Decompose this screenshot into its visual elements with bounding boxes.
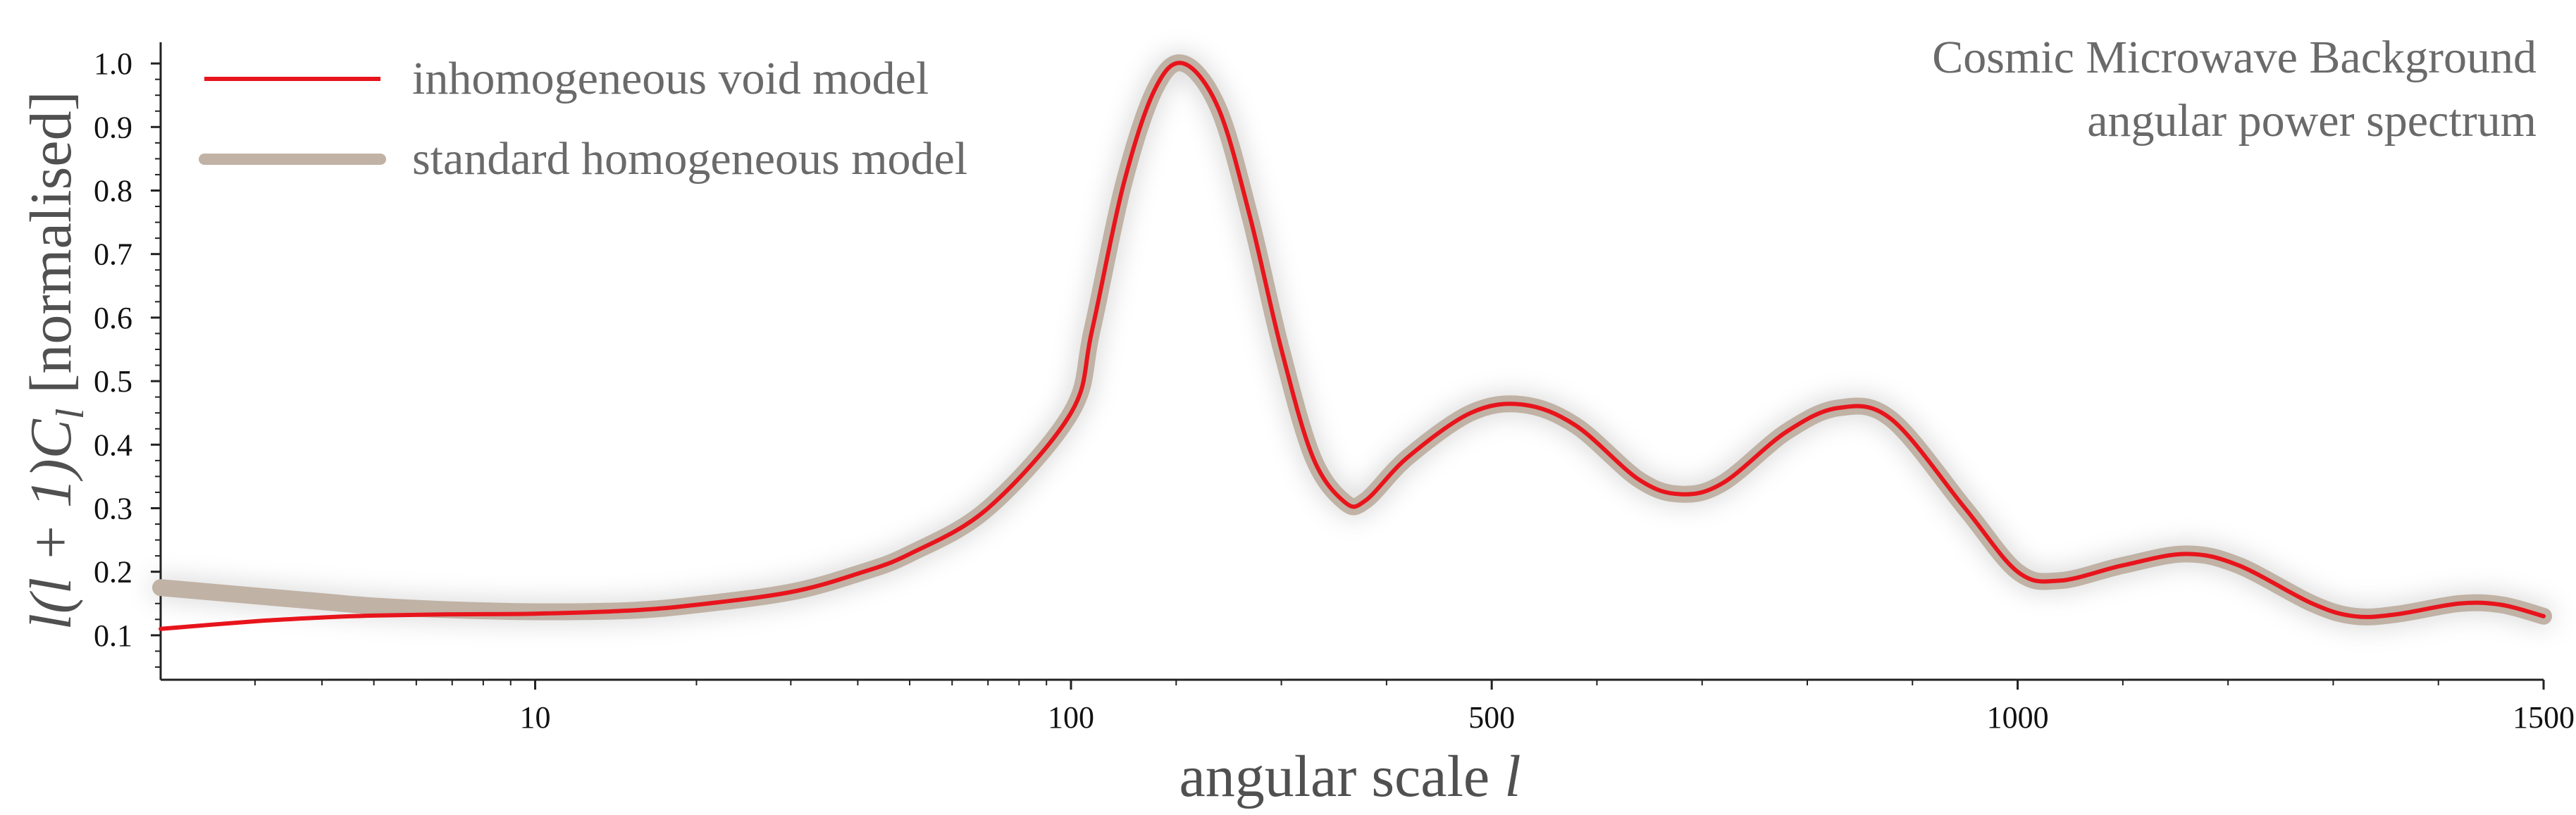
- legend-label-inhomogeneous-void-model: inhomogeneous void model: [412, 53, 929, 104]
- major-ticks: [151, 62, 2545, 690]
- legend-label-standard-homogeneous-model: standard homogeneous model: [412, 133, 967, 185]
- axes: 0.10.20.30.40.50.60.70.80.91.0 10 100 500 1…: [94, 42, 2575, 735]
- plot-area: [151, 54, 2553, 631]
- y-tick-label: 0.7: [94, 237, 132, 272]
- series-line-inhomogeneous-void-model: [159, 61, 2546, 631]
- y-tick-label: 0.6: [94, 301, 132, 335]
- y-tick-label: 0.2: [94, 555, 132, 590]
- y-axis-title: l(l + 1)Cl [normalised]: [18, 91, 92, 630]
- y-tick-label: 0.4: [94, 428, 132, 462]
- x-tick-label: 1500: [2513, 700, 2575, 735]
- y-tick-label: 0.9: [94, 110, 132, 144]
- y-tick-label: 0.8: [94, 173, 132, 208]
- chart-title: Cosmic Microwave Background: [1932, 32, 2537, 83]
- minor-ticks: [155, 78, 2439, 685]
- y-tick-labels: 0.1 0.2 0.3 0.4 0.5 0.6 0.7 0.8 0.9 1.0: [94, 46, 132, 653]
- x-tick-label: 10: [520, 700, 551, 735]
- x-tick-labels: 10 100 500 1000 1500: [520, 700, 2575, 735]
- legend: inhomogeneous void model standard homoge…: [199, 53, 967, 185]
- x-tick-label: 1000: [1987, 700, 2049, 735]
- chart-subtitle: angular power spectrum: [2087, 95, 2537, 147]
- y-tick-label: 1.0: [94, 46, 132, 81]
- x-tick-label: 500: [1468, 700, 1515, 735]
- x-tick-label: 100: [1048, 700, 1094, 735]
- y-tick-label: 0.3: [94, 491, 132, 525]
- y-tick-label: 0.5: [94, 364, 132, 399]
- x-axis-title: angular scale l: [1179, 744, 1521, 809]
- y-tick-label: 0.1: [94, 618, 132, 653]
